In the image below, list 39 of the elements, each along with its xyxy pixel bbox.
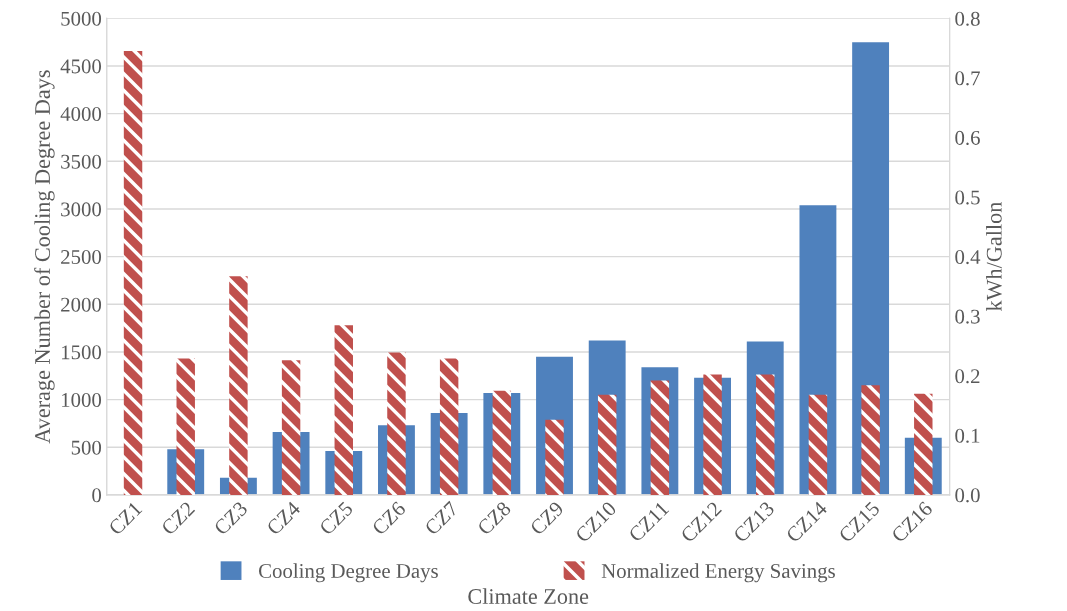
x-axis-title: Climate Zone: [468, 588, 589, 604]
y2-axis-title: kWh/Gallon: [986, 202, 1002, 312]
y2-tick-label: 0.6: [955, 130, 980, 145]
y-tick-label: 500: [71, 440, 102, 455]
y2-tick-label: 0.0: [955, 488, 980, 503]
y-tick-label: 4500: [60, 59, 102, 74]
legend-label: Cooling Degree Days: [259, 563, 438, 583]
x-tick-label: CZ8: [476, 500, 512, 536]
y2-tick-label: 0.7: [955, 71, 980, 86]
y2-tick-label: 0.2: [955, 369, 980, 384]
bar: [597, 394, 617, 495]
y-tick-label: 3500: [61, 154, 102, 169]
bar: [861, 385, 880, 495]
x-tick-label: CZ7: [424, 500, 460, 536]
x-tick-label: CZ2: [160, 501, 196, 536]
y-axis-title: Average Number of Cooling Degree Days: [34, 70, 55, 444]
y-tick-label: 4000: [60, 107, 102, 122]
y2-tick-label: 0.1: [955, 428, 980, 443]
bar: [808, 394, 828, 495]
y-tick-label: 0: [92, 488, 102, 503]
x-tick-label: CZ3: [213, 500, 249, 536]
x-tick-label: CZ4: [265, 500, 302, 536]
y-tick-label: 2000: [61, 297, 102, 312]
y-tick-label: 3000: [61, 202, 102, 217]
x-tick-label: CZ9: [529, 500, 565, 536]
y-tick-label: 2500: [61, 249, 102, 265]
y2-tick-label: 0.5: [955, 190, 980, 205]
y-tick-label: 1000: [62, 392, 102, 408]
y-tick-label: 5000: [61, 11, 102, 26]
x-tick-label: CZ1: [107, 501, 143, 536]
y2-tick-label: 0.8: [955, 11, 980, 26]
bar: [545, 419, 564, 495]
y-tick-label: 1500: [62, 345, 102, 360]
y2-tick-label: 0.4: [955, 249, 981, 265]
x-tick-label: CZ5: [318, 500, 354, 536]
legend-label: Normalized Energy Savings: [601, 563, 835, 583]
x-tick-label: CZ6: [371, 500, 407, 536]
y2-tick-label: 0.3: [955, 309, 980, 324]
bar: [123, 51, 143, 495]
